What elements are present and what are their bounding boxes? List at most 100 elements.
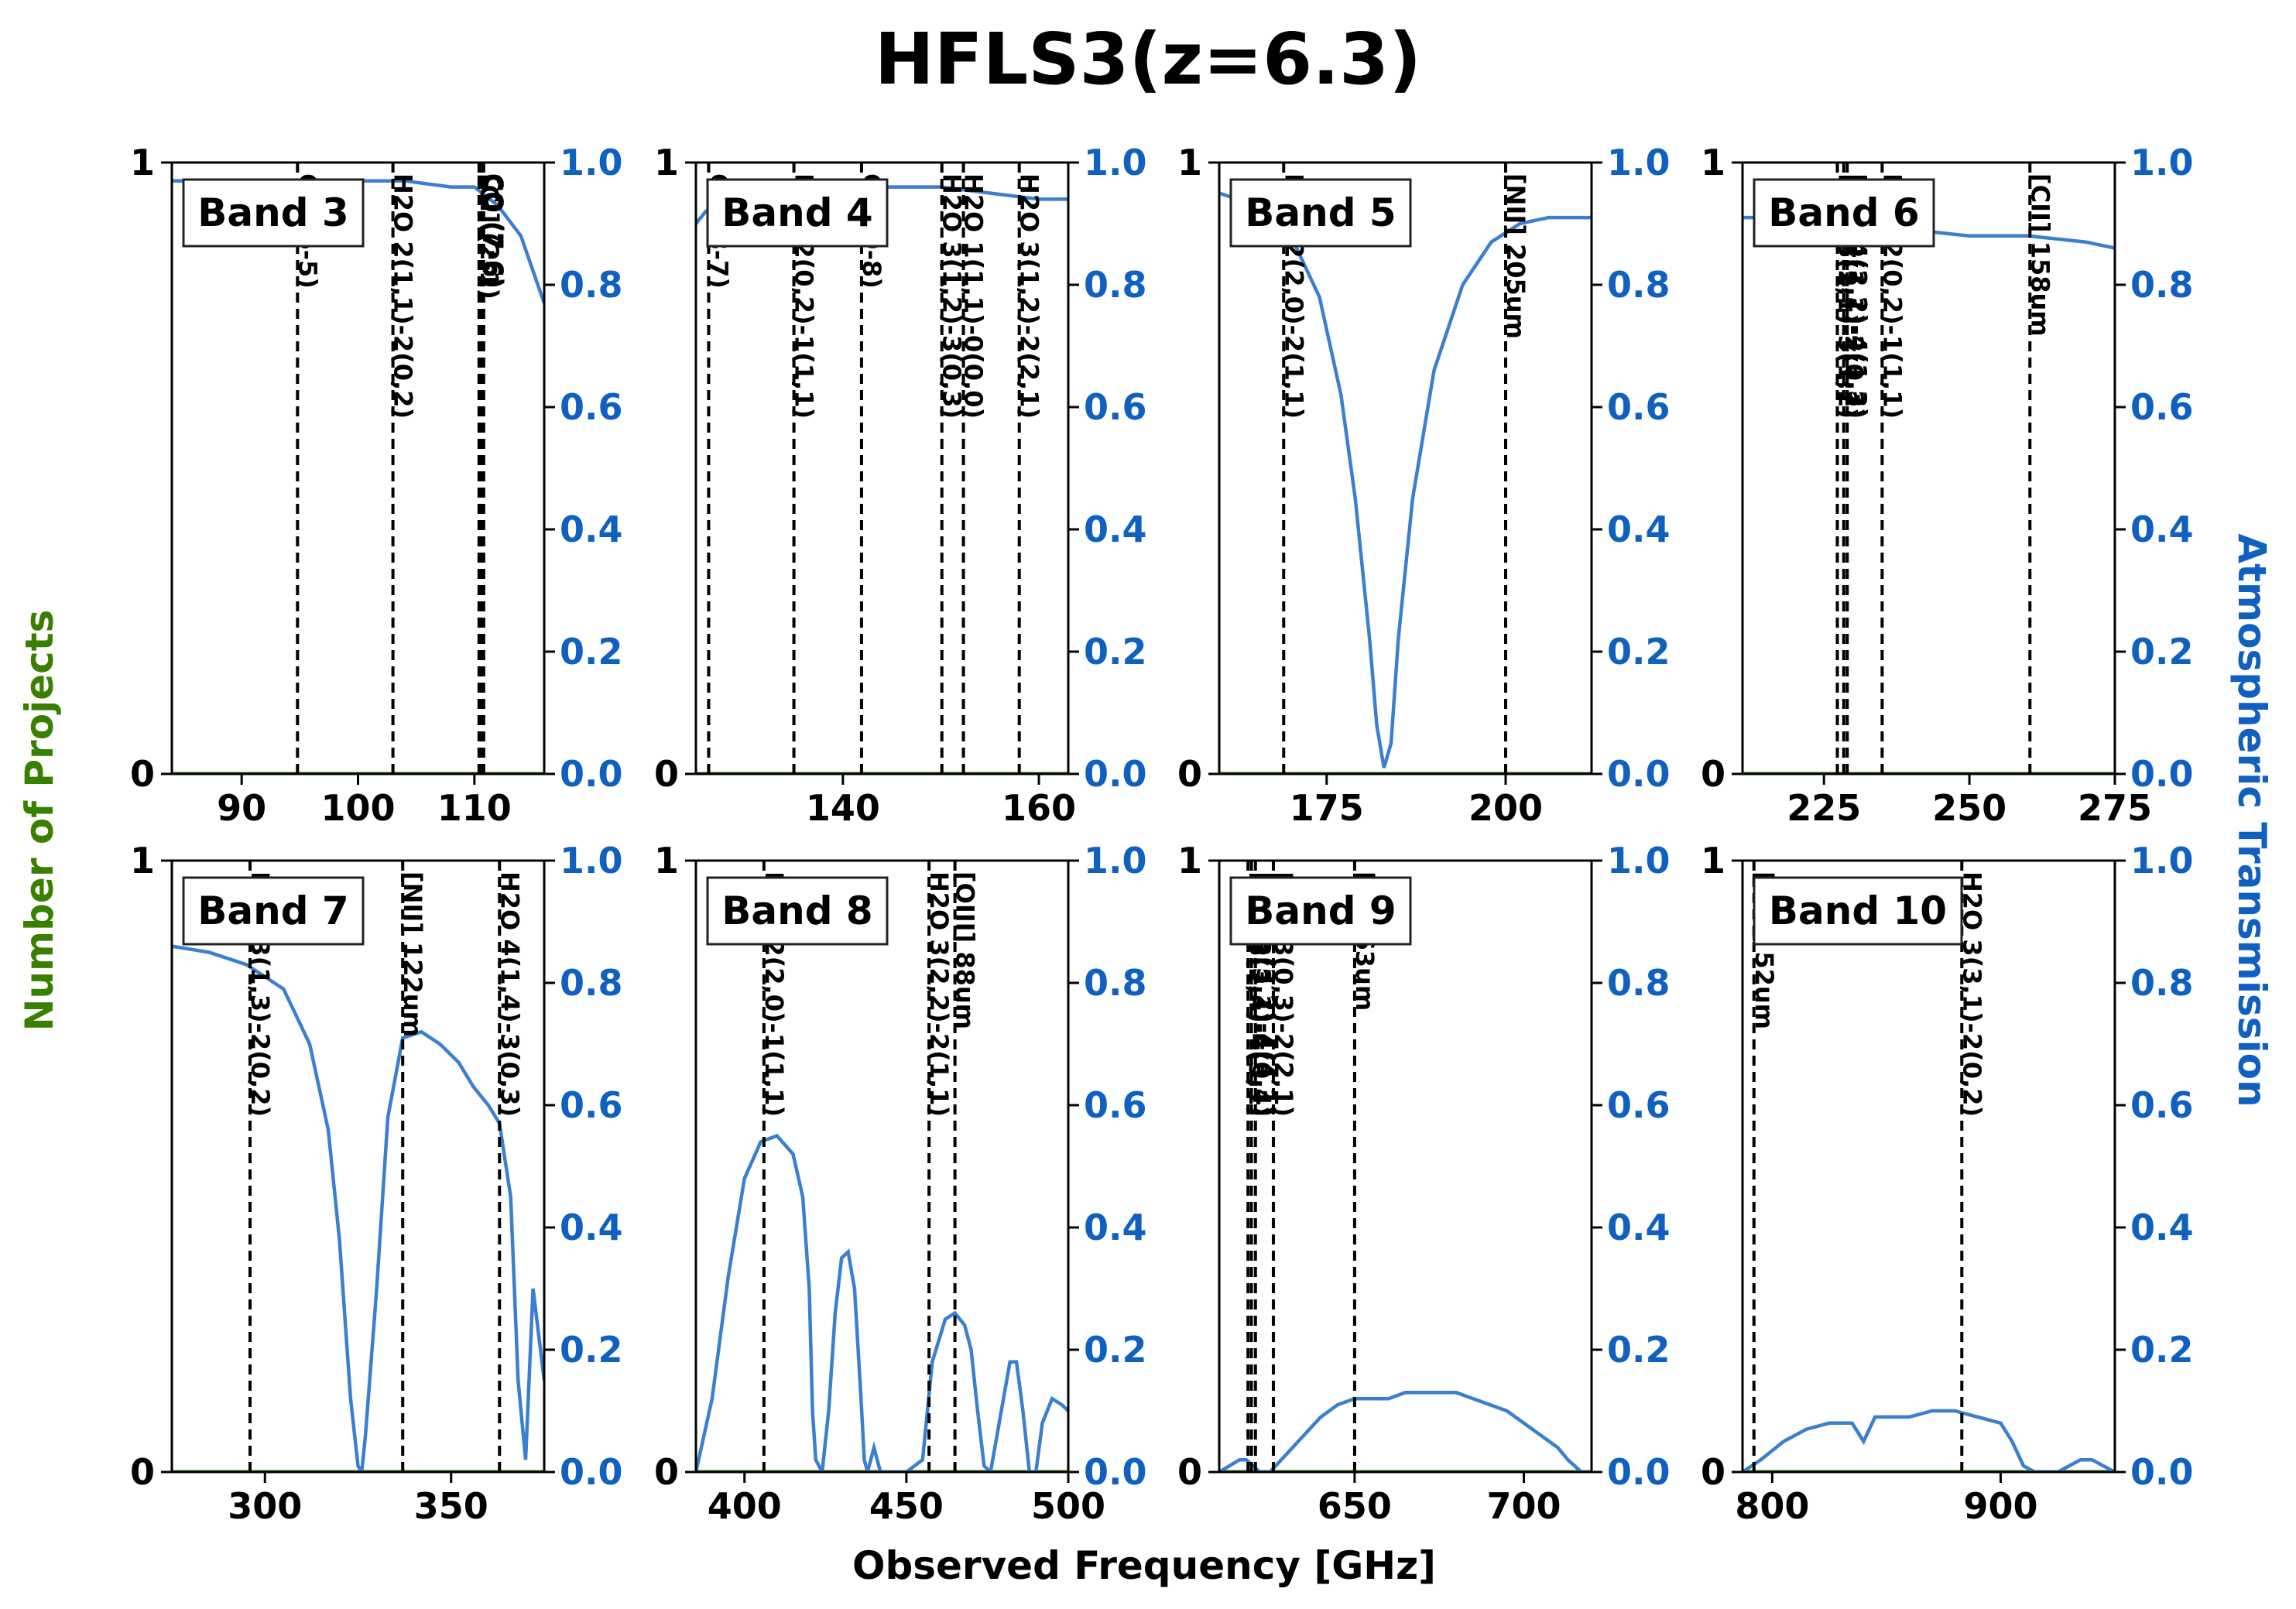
panel-7: H2O 5(2,4)-4(3,1)H2O 3(3,1)-4(0,4)H2O 5(… bbox=[1177, 840, 1671, 1527]
y-right-tick-label: 0.8 bbox=[560, 962, 623, 1004]
spectral-line-label: [OIII] 88um bbox=[951, 871, 980, 1029]
y-right-tick-label: 0.2 bbox=[560, 631, 623, 673]
x-tick-label: 225 bbox=[1787, 787, 1861, 829]
panel-6: H2O 2(2,0)-1(1,1) H2O 3(2,2)-2(1,1)[OIII]… bbox=[654, 840, 1147, 1527]
band-label-box bbox=[1753, 876, 1963, 946]
y-right-tick-label: 0.2 bbox=[1607, 1329, 1671, 1371]
x-tick-label: 400 bbox=[708, 1485, 782, 1527]
band-label-box bbox=[706, 876, 889, 946]
spectral-line-label: H2O 1(1,1)-0(0,0) bbox=[959, 173, 989, 419]
y-right-tick-label: 0.8 bbox=[560, 264, 623, 306]
y-right-tick-label: 0.4 bbox=[1607, 508, 1671, 550]
y-right-tick-label: 1.0 bbox=[2130, 142, 2194, 183]
x-tick-label: 450 bbox=[869, 1485, 944, 1527]
x-tick-label: 350 bbox=[414, 1485, 488, 1527]
transmission-curve bbox=[172, 944, 544, 1472]
x-tick-label: 900 bbox=[1963, 1485, 2037, 1527]
y-right-tick-label: 0.2 bbox=[2130, 631, 2194, 673]
x-tick-label: 175 bbox=[1290, 787, 1364, 829]
spectral-line-label: H2O 4(1,4)-3(0,3) bbox=[495, 871, 524, 1117]
transmission-curve bbox=[696, 1133, 1068, 1472]
band-label-box bbox=[706, 178, 889, 248]
x-tick-label: 200 bbox=[1468, 787, 1543, 829]
x-tick-label: 250 bbox=[1932, 787, 2006, 829]
panel-frame bbox=[170, 859, 546, 1474]
y-left-tick-label: 0 bbox=[130, 1451, 155, 1493]
y-left-tick-label: 0 bbox=[130, 753, 155, 795]
y-left-tick-label: 1 bbox=[130, 840, 155, 882]
y-right-tick-label: 1.0 bbox=[560, 142, 623, 183]
y-left-tick-label: 1 bbox=[130, 142, 155, 183]
y-right-tick-label: 0.4 bbox=[2130, 508, 2194, 550]
y-right-tick-label: 0.4 bbox=[560, 1207, 623, 1248]
y-right-tick-label: 1.0 bbox=[1607, 840, 1671, 882]
y-right-tick-label: 0.2 bbox=[1607, 631, 1671, 673]
y-right-tick-label: 0.8 bbox=[1084, 264, 1147, 306]
band-label: Band 3 bbox=[197, 190, 348, 235]
band-label: Band 6 bbox=[1768, 190, 1919, 235]
x-tick-label: 275 bbox=[2078, 787, 2152, 829]
y-right-tick-label: 0.8 bbox=[1607, 264, 1671, 306]
y-left-tick-label: 0 bbox=[1701, 753, 1725, 795]
spectral-line-label: H2O 3(1,2)-2(2,1) bbox=[1015, 173, 1044, 419]
y-right-tick-label: 0.4 bbox=[1084, 1207, 1147, 1248]
spectral-line-label: H2O 3(2,2)-2(1,1) bbox=[924, 871, 954, 1117]
x-tick-label: 110 bbox=[437, 787, 512, 829]
spectral-line-label: [NII] 122um bbox=[398, 871, 427, 1037]
x-tick-label: 500 bbox=[1031, 1485, 1105, 1527]
y-right-tick-label: 0.6 bbox=[1607, 386, 1671, 428]
y-left-tick-label: 1 bbox=[1177, 142, 1202, 183]
spectral-line-label: CO (7-6) bbox=[479, 173, 509, 289]
y-right-tick-label: 0.4 bbox=[1607, 1207, 1671, 1248]
spectral-line-label: [CII] 158um bbox=[2025, 173, 2054, 337]
panel-2: CO (8-7)H2O 2(0,2)-1(1,1)CO (9-8)H2O 3(1… bbox=[654, 142, 1147, 829]
spectral-line-label: [CI] (2-1) bbox=[475, 173, 504, 300]
panels: CO (6-5)H2O 2(1,1)-2(0,2)[CI] (2-1)CO (7… bbox=[130, 142, 2194, 1527]
y-left-tick-label: 0 bbox=[654, 753, 679, 795]
panel-8: [OIII] 52um H2O 3(3,1)-2(0,2)Band 10010.0… bbox=[1701, 840, 2194, 1527]
y-right-tick-label: 0.0 bbox=[560, 1451, 623, 1493]
figure-title: HFLS3(z=6.3) bbox=[875, 18, 1421, 101]
y-left-tick-label: 1 bbox=[654, 142, 679, 183]
y-right-tick-label: 0.8 bbox=[1084, 962, 1147, 1004]
y-right-tick-label: 0.6 bbox=[560, 386, 623, 428]
y-right-tick-label: 0.6 bbox=[1084, 1084, 1147, 1126]
transmission-curve bbox=[1743, 1409, 2115, 1472]
y-right-tick-label: 0.2 bbox=[2130, 1329, 2194, 1371]
y-right-tick-label: 0.0 bbox=[1084, 1451, 1147, 1493]
y-right-tick-label: 1.0 bbox=[2130, 840, 2194, 882]
y-right-tick-label: 0.4 bbox=[2130, 1207, 2194, 1248]
panel-1: CO (6-5)H2O 2(1,1)-2(0,2)[CI] (2-1)CO (7… bbox=[130, 142, 623, 829]
panel-frame bbox=[1218, 859, 1593, 1474]
band-label: Band 10 bbox=[1769, 888, 1947, 933]
band-label-box bbox=[1753, 178, 1935, 248]
transmission-curve bbox=[1219, 191, 1592, 769]
y-right-tick-label: 0.0 bbox=[560, 753, 623, 795]
y-right-tick-label: 0.2 bbox=[1084, 631, 1147, 673]
band-label-box bbox=[182, 876, 365, 946]
band-label: Band 9 bbox=[1245, 888, 1396, 933]
y-right-tick-label: 1.0 bbox=[560, 840, 623, 882]
y-right-tick-label: 0.8 bbox=[2130, 962, 2194, 1004]
x-tick-label: 90 bbox=[217, 787, 266, 829]
y-left-tick-label: 0 bbox=[1177, 753, 1202, 795]
band-label: Band 8 bbox=[721, 888, 872, 933]
x-tick-label: 650 bbox=[1318, 1485, 1392, 1527]
y-right-tick-label: 0.0 bbox=[2130, 1451, 2194, 1493]
panel-4: H2O 3(2,1)-3(1,2)H2O 2(1,1)-2(0,2)H2O 4(… bbox=[1701, 142, 2194, 829]
band-label-box bbox=[182, 178, 365, 248]
y-left-tick-label: 0 bbox=[1701, 1451, 1725, 1493]
y-right-tick-label: 0.6 bbox=[560, 1084, 623, 1126]
band-label-box bbox=[1229, 876, 1412, 946]
y-left-tick-label: 0 bbox=[654, 1451, 679, 1493]
x-tick-label: 300 bbox=[228, 1485, 302, 1527]
panel-frame bbox=[1741, 859, 2116, 1474]
y-left-tick-label: 1 bbox=[654, 840, 679, 882]
x-tick-label: 140 bbox=[806, 787, 880, 829]
band-label: Band 5 bbox=[1245, 190, 1396, 235]
transmission-curve bbox=[1219, 1391, 1592, 1472]
x-tick-label: 700 bbox=[1487, 1485, 1561, 1527]
y-right-tick-label: 1.0 bbox=[1607, 142, 1671, 183]
